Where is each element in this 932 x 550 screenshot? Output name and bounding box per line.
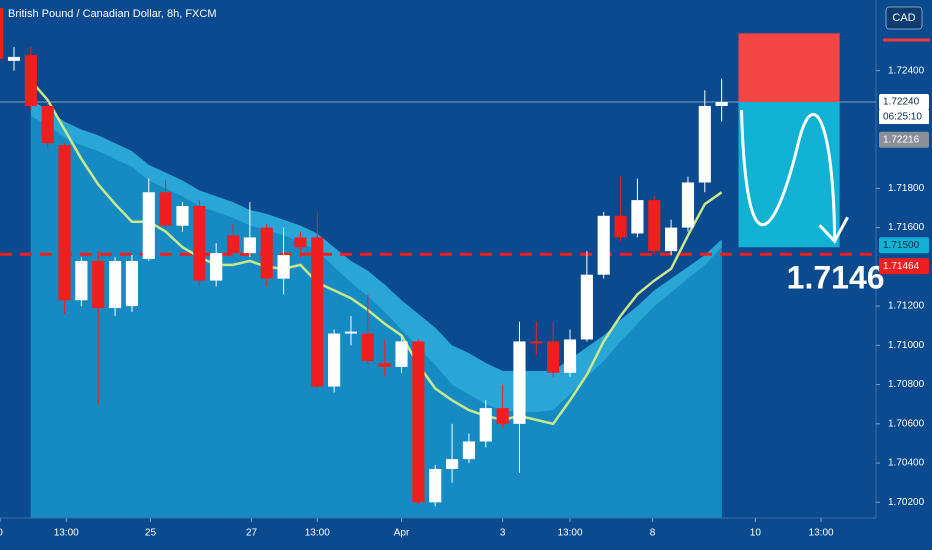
target-label: 1.71500 bbox=[883, 240, 920, 251]
candle-body bbox=[125, 260, 138, 307]
countdown: 06:25:10 bbox=[883, 112, 922, 123]
y-tick-label: 1.71600 bbox=[888, 222, 925, 233]
stop-zone bbox=[738, 33, 840, 103]
candle-body bbox=[715, 102, 728, 106]
arrow-head bbox=[818, 216, 849, 244]
candle-body bbox=[496, 408, 509, 424]
x-tick-label: 8 bbox=[650, 528, 656, 539]
level-label: 1.71464 bbox=[883, 261, 920, 272]
x-tick-label: 13:00 bbox=[54, 528, 79, 539]
candle-body bbox=[395, 341, 408, 367]
candle-body bbox=[210, 253, 223, 281]
x-tick-label: Apr bbox=[394, 528, 410, 539]
x-tick-label: 25 bbox=[145, 528, 157, 539]
x-tick-label: 27 bbox=[246, 528, 258, 539]
candle-body bbox=[361, 333, 374, 362]
candle-body bbox=[109, 260, 122, 309]
last-price-label: 1.72240 bbox=[883, 97, 920, 108]
candle-body bbox=[462, 441, 475, 460]
candle-body bbox=[412, 341, 425, 503]
candle-body bbox=[75, 260, 88, 301]
candle-body bbox=[597, 215, 610, 275]
currency[interactable]: CAD bbox=[892, 12, 915, 24]
candle-body bbox=[513, 341, 526, 424]
last-price-label-box bbox=[879, 94, 929, 111]
candle-body bbox=[142, 192, 155, 259]
countdown-box bbox=[879, 110, 929, 125]
candle-body bbox=[547, 341, 560, 373]
candle-body bbox=[24, 54, 37, 106]
candle-body bbox=[665, 227, 678, 252]
y-tick-label: 1.70800 bbox=[888, 379, 925, 390]
level-label-box bbox=[879, 258, 929, 275]
bid-price-label-box bbox=[879, 131, 929, 148]
candle-body bbox=[159, 192, 172, 226]
drawn-arrow bbox=[740, 109, 837, 240]
x-tick-label: 13:00 bbox=[557, 528, 582, 539]
y-tick-label: 1.71800 bbox=[888, 183, 925, 194]
x-tick-label: 0 bbox=[0, 528, 3, 539]
candle-body bbox=[294, 237, 307, 248]
x-tick-label: 13:00 bbox=[305, 528, 330, 539]
candle-body bbox=[580, 274, 593, 340]
currency-box[interactable] bbox=[885, 6, 923, 30]
annotation: 1.7146 bbox=[787, 260, 885, 296]
candle-body bbox=[614, 215, 627, 238]
candle-body bbox=[7, 56, 21, 61]
candle-body bbox=[243, 237, 256, 254]
candle-body bbox=[446, 459, 459, 469]
x-tick-label: 13:00 bbox=[809, 528, 834, 539]
y-tick-label: 1.70600 bbox=[888, 418, 925, 429]
y-tick-label: 1.72400 bbox=[888, 65, 925, 76]
candle-body bbox=[530, 341, 543, 344]
y-tick-label: 1.70400 bbox=[888, 458, 925, 469]
chart-title: British Pound / Canadian Dollar, 8h, FXC… bbox=[8, 8, 217, 20]
candle-body bbox=[631, 200, 644, 234]
y-tick-label: 1.71000 bbox=[888, 340, 925, 351]
candle-body bbox=[378, 362, 391, 367]
target-label-box bbox=[879, 237, 929, 254]
candle-body bbox=[260, 227, 273, 279]
candle-body bbox=[0, 7, 4, 59]
candle-body bbox=[176, 206, 189, 226]
y-tick-label: 1.71200 bbox=[888, 301, 925, 312]
candle-body bbox=[41, 105, 54, 144]
x-tick-label: 3 bbox=[500, 528, 506, 539]
candle-body bbox=[328, 333, 341, 387]
candle-body bbox=[563, 339, 577, 373]
bid-price-label: 1.72216 bbox=[883, 134, 920, 145]
y-tick-label: 1.70200 bbox=[888, 497, 925, 508]
candle-body bbox=[429, 468, 442, 503]
candle-body bbox=[479, 408, 492, 442]
candle-body bbox=[311, 237, 324, 387]
candle-body bbox=[226, 235, 240, 254]
candle-body bbox=[344, 331, 358, 334]
candle-body bbox=[92, 260, 105, 309]
candle-body bbox=[681, 182, 695, 228]
candle-body bbox=[698, 105, 711, 183]
candle-body bbox=[648, 200, 661, 252]
candle-body bbox=[58, 145, 71, 301]
candle-body bbox=[193, 206, 206, 281]
candle-body bbox=[277, 255, 290, 279]
x-tick-label: 10 bbox=[750, 528, 762, 539]
